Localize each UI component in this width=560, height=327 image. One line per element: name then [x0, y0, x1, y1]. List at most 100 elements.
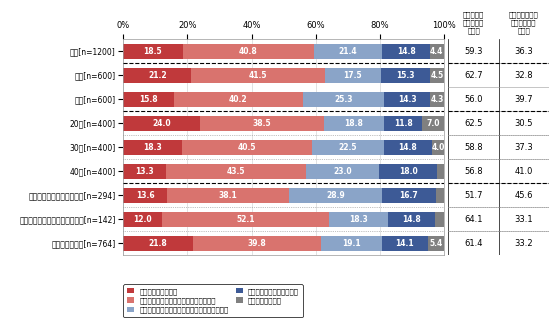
Bar — [422, 116, 445, 130]
Bar — [306, 164, 380, 179]
Text: 15.3: 15.3 — [396, 71, 414, 80]
Text: 36.3: 36.3 — [514, 47, 533, 56]
Bar — [314, 44, 382, 59]
Bar — [380, 164, 437, 179]
Legend: 大丈夫だと考えてる, どちらかといえば大丈夫だと考えている, どちらかといえば大丈夫ではないと考えている, 大丈夫だとは考えていない, 何も考えていない: 大丈夫だと考えてる, どちらかといえば大丈夫だと考えている, どちらかといえば大… — [123, 284, 302, 317]
Text: 25.3: 25.3 — [334, 95, 353, 104]
Text: 4.3: 4.3 — [430, 95, 444, 104]
Text: 14.1: 14.1 — [395, 239, 414, 248]
Text: 45.6: 45.6 — [515, 191, 533, 199]
Bar — [321, 236, 382, 250]
Text: 15.8: 15.8 — [139, 95, 158, 104]
Text: 40.5: 40.5 — [237, 143, 256, 152]
Bar — [384, 140, 432, 155]
Text: 39.8: 39.8 — [248, 239, 267, 248]
Bar — [430, 44, 444, 59]
Text: 16.7: 16.7 — [399, 191, 418, 199]
Bar — [437, 164, 445, 179]
Bar — [384, 116, 422, 130]
Bar — [428, 236, 445, 250]
Text: 12.0: 12.0 — [133, 215, 152, 224]
Text: 38.5: 38.5 — [253, 119, 272, 128]
Text: 21.2: 21.2 — [148, 71, 166, 80]
Bar — [123, 44, 183, 59]
Bar — [430, 92, 444, 107]
Text: 4.0: 4.0 — [431, 143, 445, 152]
Text: 大丈夫だと
考えていた
（計）: 大丈夫だと 考えていた （計） — [463, 11, 484, 34]
Text: 56.8: 56.8 — [464, 167, 483, 176]
Text: 22.5: 22.5 — [339, 143, 357, 152]
Bar — [381, 68, 430, 83]
Bar — [123, 116, 200, 130]
Text: 32.8: 32.8 — [515, 71, 533, 80]
Bar — [162, 212, 329, 227]
Text: 14.3: 14.3 — [398, 95, 417, 104]
Bar — [123, 92, 174, 107]
Text: 4.5: 4.5 — [431, 71, 444, 80]
Text: 41.0: 41.0 — [515, 167, 533, 176]
Text: 64.1: 64.1 — [464, 215, 483, 224]
Text: 59.3: 59.3 — [464, 47, 483, 56]
Bar — [192, 68, 324, 83]
Text: 52.1: 52.1 — [236, 215, 255, 224]
Text: 18.5: 18.5 — [143, 47, 162, 56]
Bar — [382, 236, 428, 250]
Text: 19.1: 19.1 — [342, 239, 361, 248]
Bar — [123, 68, 192, 83]
Text: 18.3: 18.3 — [349, 215, 368, 224]
Text: 11.8: 11.8 — [394, 119, 413, 128]
Bar — [436, 188, 444, 202]
Text: 21.4: 21.4 — [339, 47, 357, 56]
Bar — [123, 212, 162, 227]
Bar — [123, 164, 166, 179]
Bar — [388, 212, 435, 227]
Text: 58.8: 58.8 — [464, 143, 483, 152]
Bar — [382, 188, 436, 202]
Text: 14.8: 14.8 — [402, 215, 421, 224]
Bar — [123, 140, 182, 155]
Bar — [324, 116, 384, 130]
Bar — [324, 68, 381, 83]
Text: 4.4: 4.4 — [430, 47, 444, 56]
Text: 28.9: 28.9 — [326, 191, 345, 199]
Text: 14.8: 14.8 — [396, 47, 416, 56]
Text: 5.4: 5.4 — [430, 239, 443, 248]
Text: 62.5: 62.5 — [464, 119, 483, 128]
Bar — [174, 92, 303, 107]
Text: 51.7: 51.7 — [464, 191, 483, 199]
Text: 56.0: 56.0 — [464, 95, 483, 104]
Text: 大丈夫ではない
と考えていた
（計）: 大丈夫ではない と考えていた （計） — [509, 11, 539, 34]
Text: 7.0: 7.0 — [427, 119, 440, 128]
Text: 40.2: 40.2 — [229, 95, 248, 104]
Bar — [432, 140, 445, 155]
Text: 33.1: 33.1 — [515, 215, 533, 224]
Text: 17.5: 17.5 — [343, 71, 362, 80]
Bar — [289, 188, 382, 202]
Text: 61.4: 61.4 — [464, 239, 483, 248]
Bar — [193, 236, 321, 250]
Bar — [329, 212, 388, 227]
Bar — [166, 164, 306, 179]
Text: 13.6: 13.6 — [136, 191, 155, 199]
Bar — [182, 140, 312, 155]
Bar — [382, 44, 430, 59]
Text: 41.5: 41.5 — [249, 71, 267, 80]
Bar — [303, 92, 384, 107]
Text: 14.8: 14.8 — [399, 143, 417, 152]
Text: 37.3: 37.3 — [514, 143, 533, 152]
Text: 62.7: 62.7 — [464, 71, 483, 80]
Text: 23.0: 23.0 — [333, 167, 352, 176]
Text: 13.3: 13.3 — [135, 167, 154, 176]
Bar — [183, 44, 314, 59]
Text: 38.1: 38.1 — [218, 191, 237, 199]
Text: 33.2: 33.2 — [515, 239, 533, 248]
Text: 21.8: 21.8 — [149, 239, 167, 248]
Bar — [430, 68, 444, 83]
Text: 18.8: 18.8 — [344, 119, 363, 128]
Text: 18.3: 18.3 — [143, 143, 162, 152]
Text: 43.5: 43.5 — [226, 167, 245, 176]
Bar — [123, 236, 193, 250]
Bar — [312, 140, 384, 155]
Text: 18.0: 18.0 — [399, 167, 418, 176]
Bar — [435, 212, 444, 227]
